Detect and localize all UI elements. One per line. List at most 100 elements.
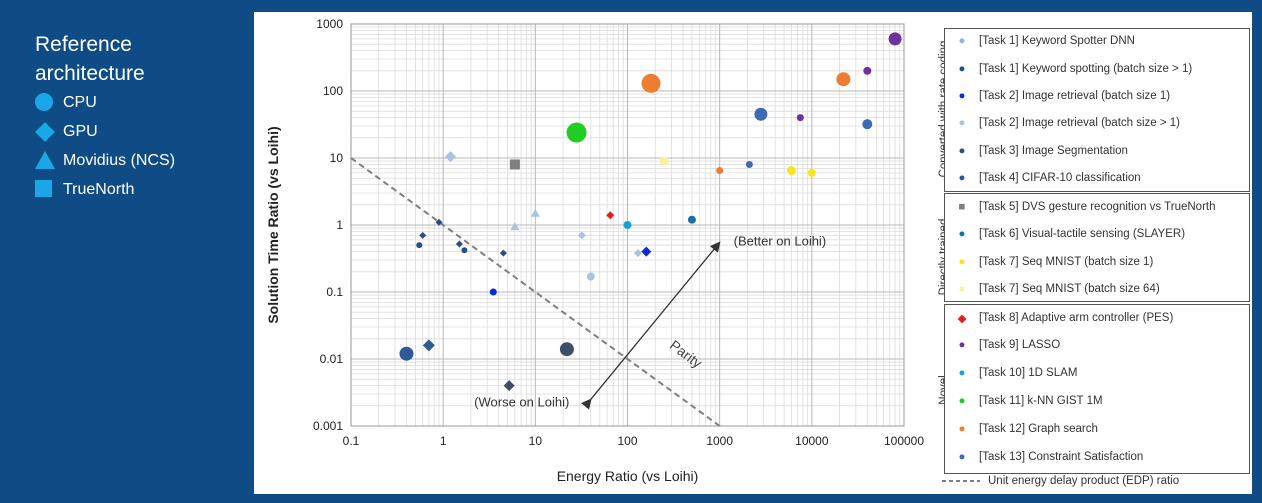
data-point — [786, 166, 796, 176]
legend-item: ◆ [Task 8] Adaptive arm controller (PES) — [957, 308, 1174, 328]
ref-item-movidius: Movidius (NCS) — [35, 146, 235, 175]
legend-item: ● [Task 10] 1D SLAM — [957, 363, 1078, 383]
data-point — [836, 72, 851, 87]
legend-marker: ◆ — [957, 313, 967, 325]
data-point — [754, 107, 768, 121]
y-tick-label: 0.001 — [313, 419, 343, 433]
data-point — [807, 168, 816, 177]
legend-marker: ● — [958, 35, 966, 47]
y-tick-label: 1000 — [316, 17, 343, 31]
legend-label: [Task 4] CIFAR-10 classification — [979, 172, 1141, 184]
data-point — [566, 122, 587, 143]
reference-architecture-legend: Reference architecture CPU GPU Movidius … — [35, 30, 235, 204]
legend-item: ● [Task 1] Keyword spotting (batch size >… — [957, 59, 1193, 79]
legend-marker: ● — [958, 423, 966, 435]
legend-marker: ● — [958, 339, 966, 351]
legend-item: ● [Task 13] Constraint Satisfaction — [957, 447, 1144, 467]
data-point — [641, 73, 661, 93]
y-tick-label: 0.01 — [320, 352, 344, 366]
legend-group-converted: ● [Task 1] Keyword Spotter DNN ● [Task 1] … — [944, 28, 1250, 192]
legend-label: [Task 11] k-NN GIST 1M — [979, 395, 1103, 407]
legend-item: ● [Task 7] Seq MNIST (batch size 64) — [957, 279, 1160, 299]
x-tick-label: 100000 — [884, 434, 924, 448]
data-point — [863, 66, 872, 75]
ref-item-gpu: GPU — [35, 117, 235, 146]
square-icon — [35, 179, 55, 200]
legend-label: [Task 7] Seq MNIST (batch size 64) — [979, 283, 1160, 295]
data-point — [422, 339, 435, 352]
ref-label-truenorth: TrueNorth — [63, 180, 135, 198]
scatter-chart: 0.1 1 10 100 1000 10000 100000 0.001 0.01 0.1 1 10 1… — [265, 17, 924, 484]
legend-marker: ■ — [958, 201, 966, 213]
data-point — [503, 380, 515, 392]
better-annotation: (Better on Loihi) — [734, 233, 827, 248]
data-point — [435, 218, 443, 226]
data-point — [444, 151, 456, 163]
legend-item: ● [Task 12] Graph search — [957, 419, 1098, 439]
legend-marker: ● — [958, 256, 966, 268]
x-tick-label: 10 — [529, 434, 543, 448]
legend-label: [Task 8] Adaptive arm controller (PES) — [979, 312, 1174, 324]
legend-item: ● [Task 2] Image retrieval (batch size > … — [957, 113, 1181, 133]
data-point — [659, 156, 669, 166]
legend-label: [Task 13] Constraint Satisfaction — [979, 451, 1144, 463]
legend-marker: ● — [958, 228, 966, 240]
worse-annotation: (Worse on Loihi) — [474, 394, 569, 409]
data-point — [461, 247, 468, 254]
legend-item: ■ [Task 5] DVS gesture recognition vs Tru… — [957, 197, 1216, 217]
legend-marker: ● — [958, 283, 966, 295]
legend-label: [Task 10] 1D SLAM — [979, 367, 1078, 379]
data-point — [888, 32, 902, 46]
legend-label: [Task 3] Image Segmentation — [979, 145, 1128, 157]
legend-item: ● [Task 2] Image retrieval (batch size 1) — [957, 86, 1171, 106]
y-tick-label: 1 — [336, 218, 343, 232]
legend-footer-label: Unit energy delay product (EDP) ratio — [988, 475, 1180, 487]
data-point — [455, 240, 463, 248]
y-tick-label: 100 — [323, 84, 343, 98]
data-point — [862, 119, 873, 130]
reference-title: Reference architecture — [35, 33, 145, 85]
circle-icon — [35, 92, 55, 113]
chart-panel: 0.1 1 10 100 1000 10000 100000 0.001 0.01 0.1 1 10 1… — [254, 12, 1252, 494]
data-point — [559, 342, 574, 357]
data-point — [416, 242, 423, 249]
diamond-icon — [35, 121, 55, 142]
legend-marker: ● — [958, 367, 966, 379]
data-point — [623, 221, 632, 229]
data-point — [399, 346, 414, 361]
x-tick-label: 1 — [440, 434, 447, 448]
y-tick-label: 10 — [330, 151, 344, 165]
data-point — [530, 208, 540, 217]
data-point — [716, 167, 724, 175]
data-point — [641, 246, 652, 257]
data-point — [510, 221, 520, 231]
legend-marker: ● — [958, 451, 966, 463]
legend-label: [Task 9] LASSO — [979, 339, 1061, 351]
legend-label: [Task 7] Seq MNIST (batch size 1) — [979, 256, 1154, 268]
legend-marker: ● — [958, 145, 966, 157]
legend-label: [Task 5] DVS gesture recognition vs True… — [979, 201, 1216, 213]
triangle-icon — [35, 150, 55, 171]
legend-label: [Task 2] Image retrieval (batch size 1) — [979, 90, 1171, 102]
legend-label: [Task 1] Keyword spotting (batch size > … — [979, 63, 1193, 75]
ref-item-truenorth: TrueNorth — [35, 175, 235, 204]
legend-group-directly-trained: ■ [Task 5] DVS gesture recognition vs Tru… — [944, 193, 1250, 302]
ref-label-cpu: CPU — [63, 93, 97, 111]
legend-marker: ● — [958, 90, 966, 102]
ref-label-movidius: Movidius (NCS) — [63, 151, 176, 169]
x-axis-title: Energy Ratio (vs Loihi) — [557, 468, 699, 484]
x-tick-label: 100 — [617, 434, 637, 448]
legend-item: ● [Task 7] Seq MNIST (batch size 1) — [957, 252, 1154, 272]
data-point — [509, 159, 520, 170]
direction-arrow — [581, 241, 721, 410]
data-point — [499, 249, 507, 257]
data-point — [586, 272, 595, 281]
x-tick-label: 1000 — [706, 434, 733, 448]
legend-group-novel: ◆ [Task 8] Adaptive arm controller (PES) … — [944, 304, 1250, 474]
legend-footer: Unit energy delay product (EDP) ratio — [942, 475, 1179, 487]
legend-marker: ● — [958, 117, 966, 129]
legend-marker: ● — [958, 395, 966, 407]
ref-label-gpu: GPU — [63, 122, 98, 140]
dashed-line-icon — [942, 480, 980, 482]
legend-item: ● [Task 3] Image Segmentation — [957, 141, 1128, 161]
